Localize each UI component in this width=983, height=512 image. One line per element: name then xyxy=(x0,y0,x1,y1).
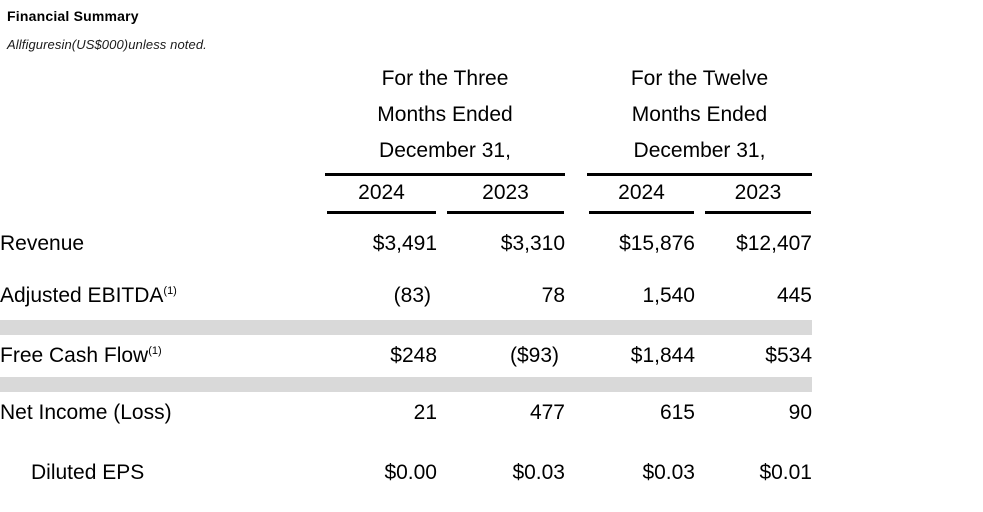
group-gap-spacer xyxy=(565,392,587,434)
separator-bar-fill xyxy=(0,377,812,392)
separator-bar xyxy=(0,377,812,392)
cell-value: $0.03 xyxy=(512,460,565,484)
title-block: Financial Summary Allfiguresin(US$000)un… xyxy=(0,0,983,52)
column-group-header-row: For the Three Months Ended December 31, … xyxy=(0,59,812,176)
cell-value: 615 xyxy=(659,401,695,424)
group-header-line: Months Ended xyxy=(377,103,513,126)
footnote-marker: (1) xyxy=(148,345,162,357)
year-header-cell: 2024 xyxy=(325,174,437,216)
cell-value: 21 xyxy=(413,401,437,424)
cell-value: $248 xyxy=(390,344,437,367)
financial-summary-table: For the Three Months Ended December 31, … xyxy=(0,59,812,511)
group-gap-spacer xyxy=(565,272,587,320)
group-gap-spacer xyxy=(565,216,587,272)
header-spacer-cell xyxy=(0,174,325,216)
row-label: Revenue xyxy=(0,216,325,272)
group-header-line: December 31, xyxy=(633,139,766,162)
table-row-adjusted-ebitda: Adjusted EBITDA(1) (83) 78 1,540 445 xyxy=(0,272,812,320)
column-group-twelve-months: For the Twelve Months Ended December 31, xyxy=(587,59,812,176)
cell-value: $12,407 xyxy=(736,232,812,255)
cell-value: $1,844 xyxy=(630,344,695,367)
row-label-text: Revenue xyxy=(0,232,85,255)
cell-value: 477 xyxy=(529,401,565,424)
row-label: Diluted EPS xyxy=(0,434,325,511)
year-header-cell: 2024 xyxy=(587,174,695,216)
row-label-text: Net Income (Loss) xyxy=(0,401,172,424)
separator-bar-fill xyxy=(0,320,812,335)
group-gap-spacer xyxy=(565,335,587,377)
cell-value: $3,491 xyxy=(372,232,437,255)
table-row-net-income: Net Income (Loss) 21 477 615 90 xyxy=(0,392,812,434)
group-gap-spacer xyxy=(565,174,587,216)
group-gap-spacer xyxy=(565,434,587,511)
cell-value: $0.00 xyxy=(384,460,437,484)
row-label: Free Cash Flow(1) xyxy=(0,335,325,377)
cell-value: $0.03 xyxy=(642,460,695,484)
cell-value: 1,540 xyxy=(642,284,695,307)
header-spacer-cell xyxy=(0,59,325,174)
cell-value: 445 xyxy=(776,284,812,307)
group-header-line: For the Three xyxy=(381,67,509,90)
footnote-marker: (1) xyxy=(163,285,177,297)
cell-value: (83) xyxy=(393,284,431,307)
group-header-line: Months Ended xyxy=(631,103,768,126)
cell-value: ($93) xyxy=(509,344,559,367)
row-label-text: Diluted EPS xyxy=(31,460,145,484)
year-header-12m-2024: 2024 xyxy=(589,178,694,214)
page-title: Financial Summary xyxy=(7,8,139,24)
row-label-text: Free Cash Flow xyxy=(0,344,149,367)
table-row-diluted-eps: Diluted EPS $0.00 $0.03 $0.03 $0.01 xyxy=(0,434,812,511)
cell-value: 90 xyxy=(788,401,812,424)
year-header-3m-2024: 2024 xyxy=(327,178,436,214)
group-header-line: December 31, xyxy=(379,139,511,162)
cell-value: $15,876 xyxy=(619,232,695,255)
year-header-cell: 2023 xyxy=(437,174,565,216)
cell-value: $3,310 xyxy=(500,232,565,255)
year-header-cell: 2023 xyxy=(695,174,812,216)
group-gap-spacer xyxy=(565,59,587,174)
page-subtitle: Allfiguresin(US$000)unless noted. xyxy=(7,37,207,52)
row-label: Adjusted EBITDA(1) xyxy=(0,272,325,320)
row-label: Net Income (Loss) xyxy=(0,392,325,434)
table-row-revenue: Revenue $3,491 $3,310 $15,876 $12,407 xyxy=(0,216,812,272)
separator-bar xyxy=(0,320,812,335)
table-row-free-cash-flow: Free Cash Flow(1) $248 ($93) $1,844 $534 xyxy=(0,335,812,377)
cell-value: 78 xyxy=(541,284,565,307)
row-label-text: Adjusted EBITDA xyxy=(0,284,164,307)
group-header-line: For the Twelve xyxy=(630,67,769,90)
column-group-three-months: For the Three Months Ended December 31, xyxy=(325,59,565,176)
year-header-3m-2023: 2023 xyxy=(447,178,564,214)
cell-value: $0.01 xyxy=(759,460,812,484)
year-header-row: 2024 2023 2024 2023 xyxy=(0,174,812,216)
cell-value: $534 xyxy=(765,344,812,367)
year-header-12m-2023: 2023 xyxy=(705,178,811,214)
